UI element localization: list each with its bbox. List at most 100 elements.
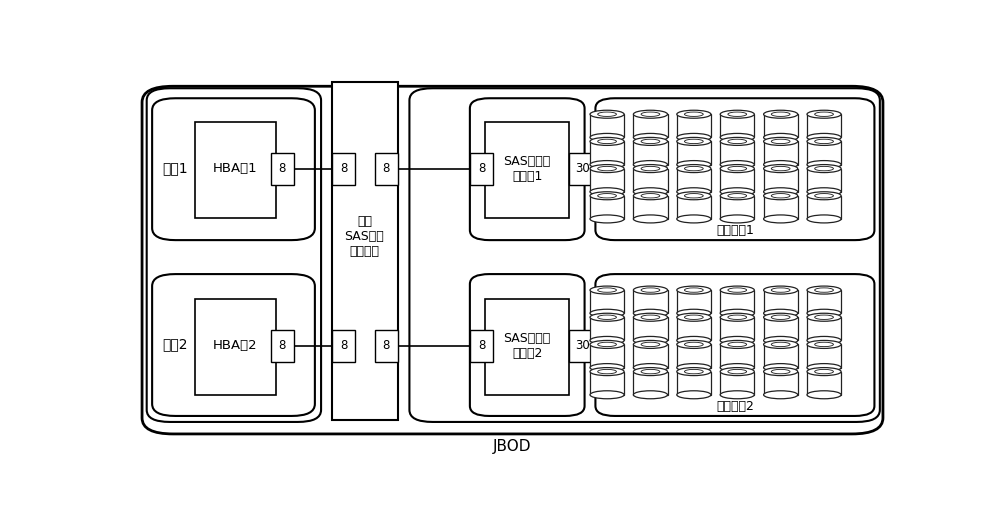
Ellipse shape <box>764 110 798 118</box>
Ellipse shape <box>720 160 754 169</box>
Bar <box>332 330 355 362</box>
Ellipse shape <box>633 133 668 141</box>
Polygon shape <box>677 345 711 367</box>
Ellipse shape <box>677 391 711 399</box>
Text: 硬盘背板1: 硬盘背板1 <box>716 224 754 237</box>
Ellipse shape <box>677 340 711 348</box>
Polygon shape <box>677 114 711 138</box>
Ellipse shape <box>720 336 754 345</box>
Ellipse shape <box>720 313 754 321</box>
Polygon shape <box>764 114 798 138</box>
Bar <box>332 153 355 185</box>
Polygon shape <box>590 196 624 219</box>
Ellipse shape <box>720 133 754 141</box>
Ellipse shape <box>807 160 841 169</box>
Polygon shape <box>677 372 711 395</box>
Ellipse shape <box>764 165 798 173</box>
Polygon shape <box>720 317 754 340</box>
FancyBboxPatch shape <box>142 86 883 434</box>
Polygon shape <box>720 196 754 219</box>
Ellipse shape <box>807 215 841 223</box>
Ellipse shape <box>633 340 668 348</box>
Ellipse shape <box>677 188 711 196</box>
Ellipse shape <box>807 309 841 317</box>
Ellipse shape <box>633 367 668 376</box>
Bar <box>569 330 596 362</box>
Polygon shape <box>807 114 841 138</box>
Ellipse shape <box>677 138 711 145</box>
Polygon shape <box>590 114 624 138</box>
Text: 硬盘背板2: 硬盘背板2 <box>716 400 754 413</box>
Polygon shape <box>633 196 668 219</box>
Ellipse shape <box>720 165 754 173</box>
Ellipse shape <box>807 313 841 321</box>
FancyBboxPatch shape <box>409 88 880 422</box>
Ellipse shape <box>764 313 798 321</box>
Polygon shape <box>677 141 711 165</box>
Polygon shape <box>633 290 668 313</box>
Ellipse shape <box>590 160 624 169</box>
Polygon shape <box>720 169 754 192</box>
Polygon shape <box>720 345 754 367</box>
Polygon shape <box>764 372 798 395</box>
Bar <box>485 122 569 218</box>
Ellipse shape <box>807 336 841 345</box>
Bar <box>195 122 276 218</box>
Ellipse shape <box>807 165 841 173</box>
Text: SAS互联芯
片模块2: SAS互联芯 片模块2 <box>504 332 551 360</box>
Ellipse shape <box>720 391 754 399</box>
Ellipse shape <box>633 391 668 399</box>
Ellipse shape <box>590 340 624 348</box>
Polygon shape <box>807 345 841 367</box>
Polygon shape <box>633 114 668 138</box>
Ellipse shape <box>590 367 624 376</box>
Ellipse shape <box>677 192 711 200</box>
Polygon shape <box>720 290 754 313</box>
Ellipse shape <box>764 286 798 294</box>
Text: 30: 30 <box>575 162 590 175</box>
Polygon shape <box>720 372 754 395</box>
Polygon shape <box>633 345 668 367</box>
Ellipse shape <box>807 133 841 141</box>
Bar <box>569 153 596 185</box>
Bar <box>271 330 294 362</box>
Ellipse shape <box>720 309 754 317</box>
Ellipse shape <box>720 286 754 294</box>
Text: 8: 8 <box>279 339 286 352</box>
Text: 8: 8 <box>478 162 485 175</box>
Bar <box>375 330 398 362</box>
Polygon shape <box>807 372 841 395</box>
Polygon shape <box>633 372 668 395</box>
Polygon shape <box>590 141 624 165</box>
Ellipse shape <box>677 336 711 345</box>
Ellipse shape <box>633 188 668 196</box>
Ellipse shape <box>677 286 711 294</box>
Ellipse shape <box>720 340 754 348</box>
Ellipse shape <box>590 110 624 118</box>
Ellipse shape <box>764 391 798 399</box>
Ellipse shape <box>633 192 668 200</box>
Bar <box>485 299 569 395</box>
Ellipse shape <box>633 110 668 118</box>
Ellipse shape <box>633 286 668 294</box>
FancyBboxPatch shape <box>470 98 585 240</box>
Ellipse shape <box>764 188 798 196</box>
Ellipse shape <box>807 364 841 372</box>
Ellipse shape <box>633 138 668 145</box>
Polygon shape <box>764 169 798 192</box>
Polygon shape <box>764 317 798 340</box>
Ellipse shape <box>720 367 754 376</box>
Polygon shape <box>807 196 841 219</box>
Ellipse shape <box>807 286 841 294</box>
Ellipse shape <box>677 367 711 376</box>
FancyBboxPatch shape <box>147 88 321 422</box>
Ellipse shape <box>633 336 668 345</box>
Ellipse shape <box>590 215 624 223</box>
Ellipse shape <box>764 367 798 376</box>
Ellipse shape <box>633 364 668 372</box>
Ellipse shape <box>677 364 711 372</box>
Polygon shape <box>764 196 798 219</box>
Ellipse shape <box>590 309 624 317</box>
Text: 8: 8 <box>340 339 347 352</box>
Text: 8: 8 <box>279 162 286 175</box>
